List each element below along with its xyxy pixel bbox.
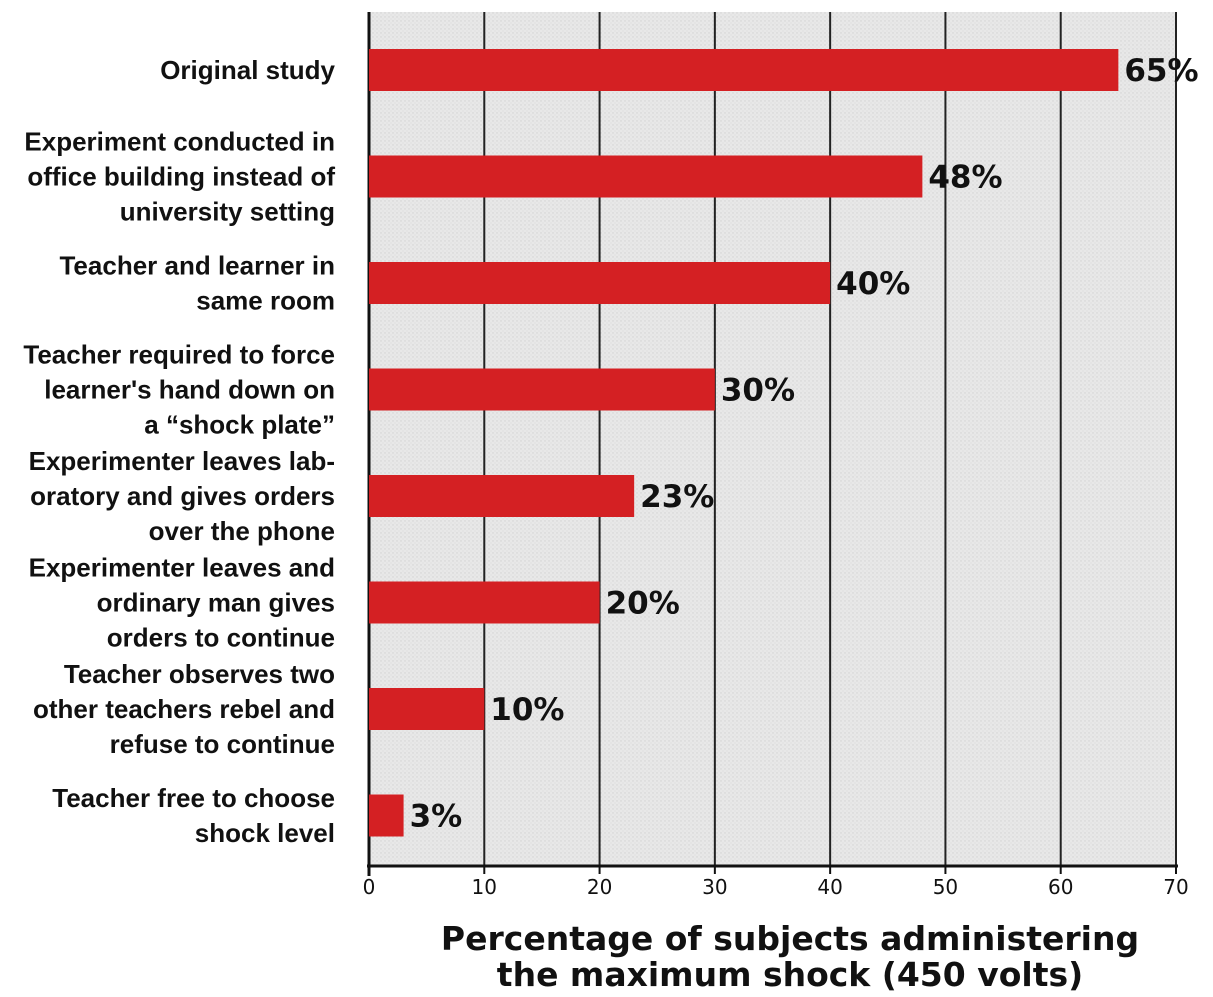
category-label-line: shock level: [195, 818, 335, 848]
category-label-line: Teacher required to force: [23, 340, 335, 370]
category-label: Experimenter leaves lab-oratory and give…: [29, 446, 335, 546]
bar: [369, 475, 635, 517]
bar: [369, 581, 600, 624]
category-label-line: same room: [196, 286, 335, 316]
category-label-line: Teacher and learner in: [59, 251, 335, 281]
category-label-line: orders to continue: [107, 623, 335, 653]
category-label-line: Experiment conducted in: [24, 127, 335, 157]
plot-background: [369, 12, 1176, 866]
category-label-line: Original study: [160, 55, 335, 85]
category-label-line: ordinary man gives: [97, 588, 335, 618]
bar: [369, 262, 831, 304]
category-label-line: university setting: [120, 197, 335, 227]
category-label-line: Teacher observes two: [64, 659, 335, 689]
category-label-line: over the phone: [149, 516, 335, 546]
category-label: Original study: [160, 55, 335, 85]
value-label: 10%: [490, 692, 564, 728]
bars: [369, 49, 1119, 837]
bar: [369, 688, 485, 730]
category-label: Experiment conducted in office building i…: [24, 127, 335, 227]
x-axis-label: Percentage of subjects administering the …: [441, 919, 1139, 994]
category-label-line: office building instead of: [27, 162, 335, 192]
x-tick-label: 70: [1163, 875, 1188, 899]
x-tick-label: 20: [587, 875, 612, 899]
x-tick-label: 30: [702, 875, 727, 899]
value-labels: 65% 48% 40% 30% 23% 20% 10% 3%: [410, 53, 1199, 835]
value-label: 65%: [1124, 53, 1198, 89]
gridlines: [483, 12, 1177, 866]
category-label: Experimenter leaves and ordinary man give…: [29, 553, 335, 653]
x-tick-label: 10: [472, 875, 497, 899]
bar: [369, 368, 715, 411]
category-label: Teacher required to force learner's hand …: [23, 340, 335, 440]
category-label-line: refuse to continue: [110, 729, 335, 759]
value-label: 23%: [640, 479, 714, 515]
category-label: Teacher free to choose shock level: [52, 783, 335, 848]
category-label: Teacher and learner in same room: [59, 251, 335, 316]
category-label-line: learner's hand down on: [44, 375, 335, 405]
category-label-line: other teachers rebel and: [33, 694, 335, 724]
value-label: 40%: [836, 266, 910, 302]
x-tick-label: 40: [817, 875, 842, 899]
value-label: 30%: [721, 373, 795, 409]
category-label-line: oratory and gives orders: [30, 481, 335, 511]
bar: [369, 49, 1119, 91]
category-label-line: Teacher free to choose: [52, 783, 335, 813]
bar: [369, 794, 404, 837]
bar: [369, 155, 923, 198]
category-label-line: Experimenter leaves lab-: [29, 446, 335, 476]
x-axis: 0 10 20 30 40 50 60 70: [363, 12, 1189, 899]
value-label: 3%: [410, 799, 463, 835]
x-tick-label: 50: [933, 875, 958, 899]
category-labels: Original study Experiment conducted in off…: [23, 55, 335, 848]
category-label: Teacher observes two other teachers rebel…: [33, 659, 335, 759]
value-label: 48%: [928, 160, 1002, 196]
x-axis-title: Percentage of subjects administering the …: [441, 919, 1139, 994]
x-tick-label: 60: [1048, 875, 1073, 899]
value-label: 20%: [606, 586, 680, 622]
category-label-line: a “shock plate”: [144, 410, 335, 440]
x-axis-label-line: Percentage of subjects administering: [441, 919, 1139, 958]
x-axis-label-line: the maximum shock (450 volts): [497, 955, 1083, 994]
category-label-line: Experimenter leaves and: [29, 553, 335, 583]
x-tick-label: 0: [363, 875, 376, 899]
